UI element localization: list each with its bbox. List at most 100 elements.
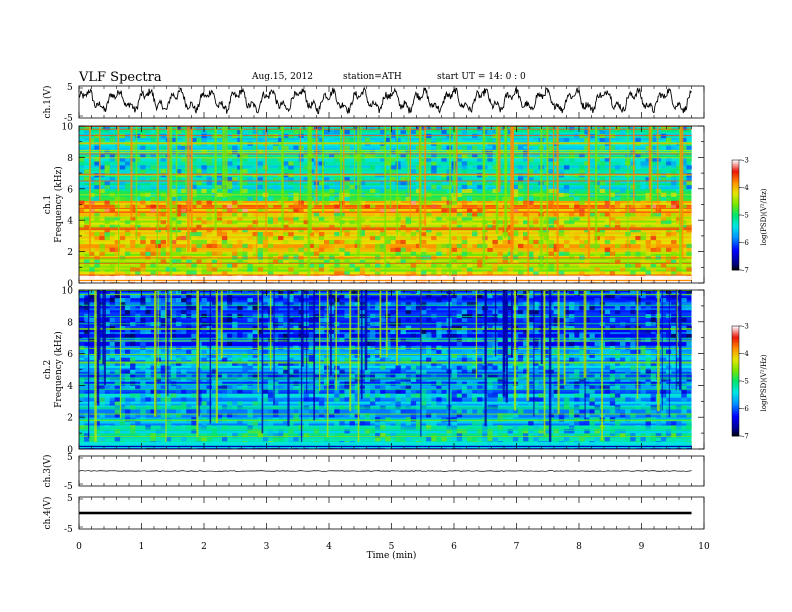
- ch2-spectrogram-cell: [145, 353, 151, 358]
- ch1-spectrogram-cell: [420, 137, 427, 142]
- ch2-spectrogram-cell: [354, 393, 361, 398]
- ch1-spectrogram-cell: [99, 251, 105, 256]
- ch2-spectrogram-cell: [130, 413, 136, 418]
- ch2-spectrogram-vstreak: [548, 290, 552, 449]
- ch1-spectrogram-cell: [385, 200, 391, 205]
- ch2-spectrogram-cell: [645, 433, 651, 438]
- ch1-spectrogram-cell: [665, 220, 672, 225]
- ch1-spectrogram-cell: [216, 129, 223, 135]
- ch2-spectrogram-cell: [405, 341, 412, 346]
- ch2-spectrogram-cell: [609, 401, 616, 406]
- ch1-spectrogram-cell: [676, 165, 682, 170]
- ch2-spectrogram-cell: [313, 341, 320, 346]
- ch1-spectrogram-cell: [211, 184, 218, 190]
- ch2-spectrogram-cell: [334, 397, 340, 402]
- ch2-spectrogram-cell: [364, 393, 371, 398]
- ch1-spectrogram-cell: [329, 126, 335, 131]
- ch2-spectrogram-cell: [267, 373, 274, 378]
- ch1-spectrogram-vstreak: [357, 126, 360, 255]
- ch1-spectrogram-cell: [589, 184, 595, 190]
- ch2-spectrogram-cell: [645, 333, 651, 338]
- ch1-spectrogram-cell: [533, 169, 539, 174]
- ch1-spectrogram-cell: [390, 263, 396, 268]
- ch1-spectrogram-cell: [79, 239, 85, 245]
- ch1-spectrogram-cell: [456, 208, 463, 213]
- ch2-spectrogram-cell: [436, 361, 442, 366]
- ch1-spectrogram-vstreak: [650, 126, 653, 218]
- ch1-spectrogram-cell: [175, 204, 182, 209]
- ch1-spectrogram-cell: [431, 184, 437, 190]
- ch1-spectrogram-cell: [109, 235, 116, 241]
- ch2-spectrogram-cell: [665, 349, 672, 354]
- ch2-spectrogram-cell: [313, 373, 320, 378]
- ch2-spectrogram-cell: [472, 381, 478, 386]
- ch1-spectrogram-cell: [79, 271, 85, 276]
- ch1-spectrogram-cell: [262, 247, 269, 252]
- ch2-spectrogram-cell: [671, 361, 677, 366]
- ch1-spectrogram-cell: [415, 129, 422, 135]
- ch1-spectrogram-cell: [461, 184, 468, 190]
- ch2-spectrogram-cell: [160, 397, 167, 402]
- ch2-spectrogram-cell: [574, 381, 580, 386]
- ch2-spectrogram-cell: [507, 345, 514, 350]
- ch1-spectrogram-cell: [242, 157, 248, 162]
- ch2-spectrogram-cell: [456, 381, 463, 386]
- ch2-spectrogram-vstreak: [215, 290, 218, 424]
- ch1-spectrogram-cell: [686, 165, 692, 170]
- ch1-spectrogram-cell: [579, 137, 585, 142]
- ch2-spectrogram-cell: [272, 377, 279, 382]
- ch2-spectrogram-cell: [364, 341, 371, 346]
- ch1-spectrogram-vstreak: [595, 126, 598, 251]
- ch2-spectrogram-cell: [283, 337, 289, 342]
- ch2-spectrogram-cell: [528, 290, 534, 295]
- ch1-spectrogram-cell: [660, 200, 667, 205]
- ch1-spectrogram-cell: [574, 208, 580, 213]
- ch1-spectrogram-cell: [487, 271, 493, 276]
- ch2-spectrogram-cell: [288, 353, 294, 358]
- ch2-spectrogram-cell: [538, 393, 544, 398]
- ch1-spectrogram-colorbar-step: [732, 240, 739, 243]
- ch1-spectrogram-cell: [124, 216, 131, 221]
- ch1-spectrogram-cell: [329, 196, 335, 201]
- ch1-spectrogram-cell: [206, 208, 213, 213]
- ch1-spectrogram-cell: [390, 177, 396, 182]
- ch2-spectrogram-cell: [415, 373, 422, 378]
- ch1-spectrogram-cell: [79, 231, 85, 237]
- ch2-spectrogram-cell: [237, 393, 243, 398]
- ch1-spectrogram-cell: [252, 129, 258, 135]
- ch2-spectrogram-cell: [523, 329, 529, 335]
- ch1-spectrogram-cell: [655, 224, 662, 229]
- ch2-spectrogram-cell: [349, 421, 355, 426]
- ch1-spectrogram-cell: [451, 235, 458, 241]
- ch2-spectrogram-cell: [543, 329, 549, 335]
- ch1-spectrogram-cell: [436, 235, 442, 241]
- ch1-spectrogram-cell: [579, 239, 585, 245]
- ch2-spectrogram-cell: [191, 421, 197, 426]
- ch2-spectrogram-cell: [181, 389, 187, 394]
- ch1-spectrogram-cell: [395, 149, 401, 154]
- ch1-spectrogram-cell: [477, 149, 483, 154]
- ch1-spectrogram-cell: [456, 224, 463, 229]
- ch2-spectrogram-cell: [339, 393, 345, 398]
- ch2-spectrogram-cell: [660, 409, 667, 414]
- ch2-spectrogram-cell: [318, 317, 325, 323]
- ch2-spectrogram-cell: [369, 433, 376, 438]
- ch2-spectrogram-cell: [130, 373, 136, 378]
- ch2-spectrogram-cell: [308, 305, 315, 311]
- ch2-spectrogram-cell: [114, 369, 121, 374]
- ch2-spectrogram-cell: [119, 421, 126, 426]
- ch2-spectrogram-cell: [114, 421, 121, 426]
- ch1-spectrogram-cell: [267, 220, 274, 225]
- ch1-spectrogram-cell: [89, 271, 95, 276]
- ch1-spectrogram-cell: [232, 216, 238, 221]
- ch1-spectrogram-cell: [441, 165, 447, 170]
- ch2-spectrogram-cell: [380, 421, 386, 426]
- ch1-spectrogram-colorbar-step: [732, 180, 739, 183]
- ch2-spectrogram-cell: [99, 437, 105, 442]
- ch2-spectrogram-cell: [135, 329, 141, 335]
- ch2-spectrogram-cell: [497, 429, 503, 434]
- ch1-spectrogram-cell: [257, 177, 264, 182]
- ch1-spectrogram-cell: [201, 157, 207, 162]
- ch2-spectrogram-cell: [558, 301, 565, 307]
- ch2-spectrogram-cell: [89, 297, 95, 303]
